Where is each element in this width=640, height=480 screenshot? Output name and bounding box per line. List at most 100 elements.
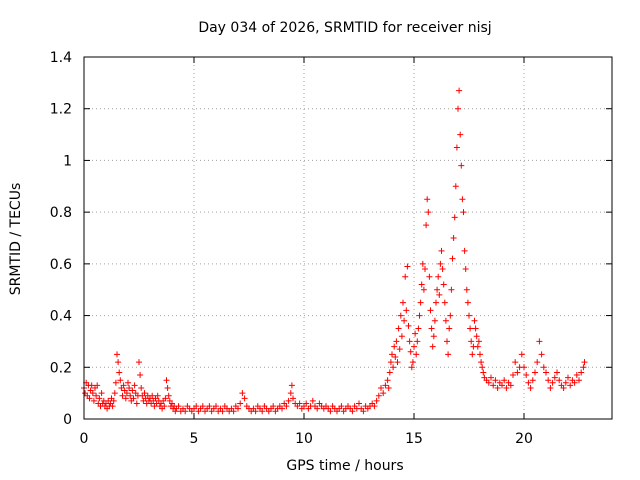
data-point bbox=[122, 395, 129, 402]
data-point bbox=[475, 338, 482, 345]
data-point bbox=[456, 87, 463, 94]
data-point bbox=[279, 405, 285, 412]
y-tick-label: 1.2 bbox=[50, 102, 72, 118]
data-point bbox=[450, 235, 457, 241]
data-point bbox=[125, 379, 131, 386]
data-point bbox=[86, 395, 93, 402]
data-point bbox=[403, 307, 410, 314]
data-point bbox=[435, 273, 442, 280]
data-point bbox=[567, 382, 574, 389]
data-point bbox=[111, 390, 118, 397]
data-point bbox=[518, 351, 525, 358]
data-point bbox=[94, 382, 101, 389]
data-point bbox=[478, 359, 485, 366]
data-point bbox=[540, 364, 547, 371]
data-point bbox=[420, 286, 427, 293]
data-point bbox=[473, 333, 480, 340]
data-point bbox=[120, 382, 127, 389]
x-tick-label: 0 bbox=[80, 431, 89, 447]
data-point bbox=[407, 348, 414, 355]
data-point bbox=[490, 382, 497, 389]
data-point bbox=[510, 372, 516, 379]
data-point bbox=[252, 408, 259, 415]
data-point bbox=[408, 364, 415, 371]
data-point bbox=[453, 144, 460, 151]
data-point bbox=[423, 222, 430, 229]
x-tick-label: 20 bbox=[515, 431, 533, 447]
data-point bbox=[360, 408, 367, 415]
data-point bbox=[130, 395, 137, 402]
data-point bbox=[115, 359, 122, 366]
data-point bbox=[521, 364, 527, 371]
data-point bbox=[290, 395, 296, 402]
data-point bbox=[129, 387, 136, 394]
data-point bbox=[116, 369, 123, 376]
data-point bbox=[425, 209, 432, 216]
data-point bbox=[466, 312, 472, 319]
data-point bbox=[230, 408, 237, 415]
data-point bbox=[501, 377, 508, 384]
data-point bbox=[127, 392, 134, 399]
chart-title: Day 034 of 2026, SRMTID for receiver nis… bbox=[198, 20, 491, 36]
data-point bbox=[137, 372, 144, 379]
data-point bbox=[437, 260, 444, 267]
data-point bbox=[494, 384, 501, 391]
data-point bbox=[428, 325, 435, 332]
data-point bbox=[436, 291, 443, 298]
data-point bbox=[259, 408, 266, 415]
data-point bbox=[123, 390, 130, 397]
data-point bbox=[427, 307, 434, 314]
data-point bbox=[461, 247, 468, 254]
data-point bbox=[382, 382, 389, 389]
data-point bbox=[471, 317, 478, 324]
data-point bbox=[206, 403, 213, 410]
data-point bbox=[90, 397, 97, 404]
data-point bbox=[112, 379, 119, 386]
data-point bbox=[172, 408, 179, 415]
data-point bbox=[560, 384, 567, 391]
data-point bbox=[488, 374, 494, 381]
data-point bbox=[409, 359, 416, 366]
data-point bbox=[163, 377, 170, 384]
data-point bbox=[459, 196, 466, 203]
data-point bbox=[556, 377, 563, 384]
data-point bbox=[576, 377, 582, 384]
x-axis-label: GPS time / hours bbox=[286, 458, 403, 474]
data-point bbox=[492, 377, 499, 384]
data-point bbox=[283, 403, 290, 410]
data-point bbox=[571, 379, 578, 386]
data-point bbox=[199, 403, 206, 410]
data-point bbox=[460, 209, 467, 216]
data-point bbox=[414, 338, 421, 345]
data-point bbox=[545, 377, 552, 384]
data-point bbox=[288, 382, 295, 389]
data-point bbox=[447, 312, 454, 319]
data-point bbox=[391, 343, 398, 350]
data-point bbox=[479, 364, 486, 371]
data-point bbox=[149, 392, 156, 399]
data-point bbox=[536, 338, 543, 345]
data-point bbox=[446, 325, 453, 332]
data-point bbox=[554, 369, 560, 376]
data-point bbox=[529, 377, 536, 384]
data-point bbox=[380, 390, 387, 397]
data-point bbox=[164, 384, 171, 391]
data-point bbox=[375, 392, 382, 399]
data-point bbox=[445, 351, 452, 358]
data-point bbox=[193, 403, 200, 410]
data-point bbox=[412, 330, 419, 337]
data-point bbox=[458, 162, 465, 169]
y-tick-label: 0.8 bbox=[50, 205, 72, 221]
data-point bbox=[411, 343, 417, 350]
data-point bbox=[455, 105, 461, 112]
data-point bbox=[110, 397, 117, 404]
data-point bbox=[389, 351, 395, 358]
data-point bbox=[182, 408, 189, 415]
plot-frame bbox=[83, 56, 613, 420]
data-point bbox=[239, 390, 246, 397]
data-point bbox=[235, 405, 241, 412]
data-point bbox=[512, 359, 519, 366]
data-point bbox=[499, 382, 505, 389]
x-tick-label: 15 bbox=[405, 431, 423, 447]
data-point bbox=[442, 317, 449, 324]
